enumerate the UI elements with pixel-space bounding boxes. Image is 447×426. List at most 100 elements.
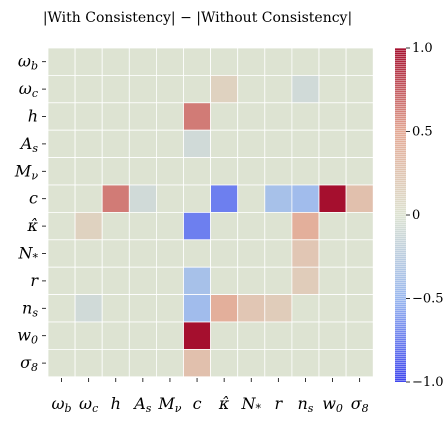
heatmap-cell-r10-c10 bbox=[318, 321, 347, 350]
heatmap-cell-r4-c5 bbox=[183, 157, 212, 186]
heatmap-cell-r9-c1 bbox=[74, 294, 103, 323]
row-label-3: As bbox=[19, 134, 39, 155]
heatmap-cell-r11-c6 bbox=[210, 348, 239, 378]
heatmap-cell-r9-c11 bbox=[345, 294, 374, 323]
heatmap-cell-r1-c3 bbox=[128, 75, 157, 104]
heatmap-cell-r5-c10 bbox=[318, 184, 347, 213]
heatmap-cell-r4-c7 bbox=[237, 157, 266, 186]
heatmap-cell-r11-c10 bbox=[318, 348, 347, 378]
heatmap-cell-r10-c11 bbox=[345, 321, 374, 350]
heatmap-cell-r3-c6 bbox=[210, 129, 239, 158]
heatmap-cell-r4-c4 bbox=[155, 157, 184, 186]
col-label-10: w0 bbox=[322, 394, 343, 415]
col-label-3: As bbox=[132, 394, 152, 415]
heatmap-cell-r4-c2 bbox=[101, 157, 130, 186]
row-label-2: h bbox=[28, 107, 38, 126]
heatmap-cell-r5-c1 bbox=[74, 184, 103, 213]
heatmap-cell-r9-c3 bbox=[128, 294, 157, 323]
heatmap-cell-r6-c6 bbox=[210, 211, 239, 241]
heatmap-cell-r7-c0 bbox=[47, 239, 76, 268]
heatmap-cell-r6-c4 bbox=[155, 211, 184, 241]
heatmap-cell-r11-c8 bbox=[264, 348, 293, 378]
heatmap-cell-r2-c8 bbox=[264, 102, 293, 131]
heatmap-cell-r1-c10 bbox=[318, 75, 347, 104]
heatmap-cell-r0-c2 bbox=[101, 47, 130, 76]
row-label-6: κ̂ bbox=[27, 216, 39, 235]
heatmap-cell-r1-c9 bbox=[291, 75, 320, 104]
col-label-11: σ8 bbox=[351, 394, 369, 415]
heatmap-cell-r1-c6 bbox=[210, 75, 239, 104]
heatmap-cell-r3-c9 bbox=[291, 129, 320, 158]
colorbar-tick-label-3: −0.5 bbox=[412, 292, 444, 307]
row-label-7: N* bbox=[18, 244, 39, 265]
heatmap-cell-r2-c10 bbox=[318, 102, 347, 131]
heatmap-cell-r3-c4 bbox=[155, 129, 184, 158]
heatmap-cell-r9-c5 bbox=[183, 294, 212, 323]
col-label-1: ωc bbox=[79, 394, 98, 415]
heatmap-cell-r6-c7 bbox=[237, 211, 266, 241]
heatmap-cell-r6-c5 bbox=[183, 211, 212, 241]
heatmap-cell-r8-c2 bbox=[101, 266, 130, 296]
row-label-8: r bbox=[30, 271, 39, 290]
heatmap-cell-r11-c3 bbox=[128, 348, 157, 378]
heatmap-cell-r1-c11 bbox=[345, 75, 374, 104]
col-label-5: c bbox=[193, 394, 202, 413]
heatmap-cell-r8-c8 bbox=[264, 266, 293, 296]
heatmap-cell-r1-c5 bbox=[183, 75, 212, 104]
row-label-10: w0 bbox=[17, 326, 38, 347]
heatmap-cell-r0-c8 bbox=[264, 47, 293, 76]
heatmap-cell-r9-c6 bbox=[210, 294, 239, 323]
heatmap-cell-r3-c2 bbox=[101, 129, 130, 158]
heatmap-cell-r3-c0 bbox=[47, 129, 76, 158]
heatmap-cell-r9-c2 bbox=[101, 294, 130, 323]
heatmap-cell-r8-c1 bbox=[74, 266, 103, 296]
row-label-1: ωc bbox=[19, 79, 38, 100]
heatmap-cell-r1-c7 bbox=[237, 75, 266, 104]
heatmap-cell-r8-c11 bbox=[345, 266, 374, 296]
heatmap-cell-r4-c8 bbox=[264, 157, 293, 186]
heatmap-cell-r7-c9 bbox=[291, 239, 320, 268]
heatmap-cell-r0-c10 bbox=[318, 47, 347, 76]
heatmap-cell-r3-c11 bbox=[345, 129, 374, 158]
heatmap-cell-r2-c2 bbox=[101, 102, 130, 131]
heatmap-cell-r7-c11 bbox=[345, 239, 374, 268]
col-label-8: r bbox=[275, 394, 284, 413]
heatmap-cell-r9-c8 bbox=[264, 294, 293, 323]
heatmap-cell-r5-c9 bbox=[291, 184, 320, 213]
col-label-4: Mν bbox=[157, 394, 181, 415]
heatmap-cell-r3-c3 bbox=[128, 129, 157, 158]
heatmap-cell-r5-c11 bbox=[345, 184, 374, 213]
heatmap-cell-r6-c8 bbox=[264, 211, 293, 241]
heatmap-cell-r5-c7 bbox=[237, 184, 266, 213]
heatmap-cell-r10-c8 bbox=[264, 321, 293, 350]
heatmap-cells bbox=[47, 47, 374, 378]
heatmap-cell-r0-c5 bbox=[183, 47, 212, 76]
column-labels: ωb ωc h As Mν c κ̂ N* r ns w0 σ8 bbox=[52, 378, 369, 415]
heatmap-cell-r9-c10 bbox=[318, 294, 347, 323]
heatmap-cell-r5-c0 bbox=[47, 184, 76, 213]
heatmap-cell-r8-c5 bbox=[183, 266, 212, 296]
heatmap-cell-r2-c4 bbox=[155, 102, 184, 131]
colorbar bbox=[395, 48, 406, 382]
heatmap-cell-r7-c8 bbox=[264, 239, 293, 268]
row-label-0: ωb bbox=[18, 52, 38, 73]
heatmap-cell-r10-c3 bbox=[128, 321, 157, 350]
heatmap-cell-r10-c9 bbox=[291, 321, 320, 350]
heatmap-cell-r5-c3 bbox=[128, 184, 157, 213]
heatmap-cell-r7-c3 bbox=[128, 239, 157, 268]
heatmap-cell-r7-c1 bbox=[74, 239, 103, 268]
heatmap-cell-r11-c9 bbox=[291, 348, 320, 378]
heatmap-cell-r2-c1 bbox=[74, 102, 103, 131]
heatmap-cell-r4-c10 bbox=[318, 157, 347, 186]
heatmap-cell-r7-c7 bbox=[237, 239, 266, 268]
row-label-11: σ8 bbox=[20, 353, 38, 374]
heatmap-cell-r3-c7 bbox=[237, 129, 266, 158]
heatmap-cell-r4-c0 bbox=[47, 157, 76, 186]
row-label-5: c bbox=[29, 189, 38, 208]
row-labels: ωb ωc h As Mν c κ̂ N* r ns w0 σ8 bbox=[14, 52, 46, 374]
heatmap-cell-r4-c11 bbox=[345, 157, 374, 186]
heatmap-cell-r2-c11 bbox=[345, 102, 374, 131]
heatmap-cell-r1-c2 bbox=[101, 75, 130, 104]
heatmap-cell-r11-c2 bbox=[101, 348, 130, 378]
